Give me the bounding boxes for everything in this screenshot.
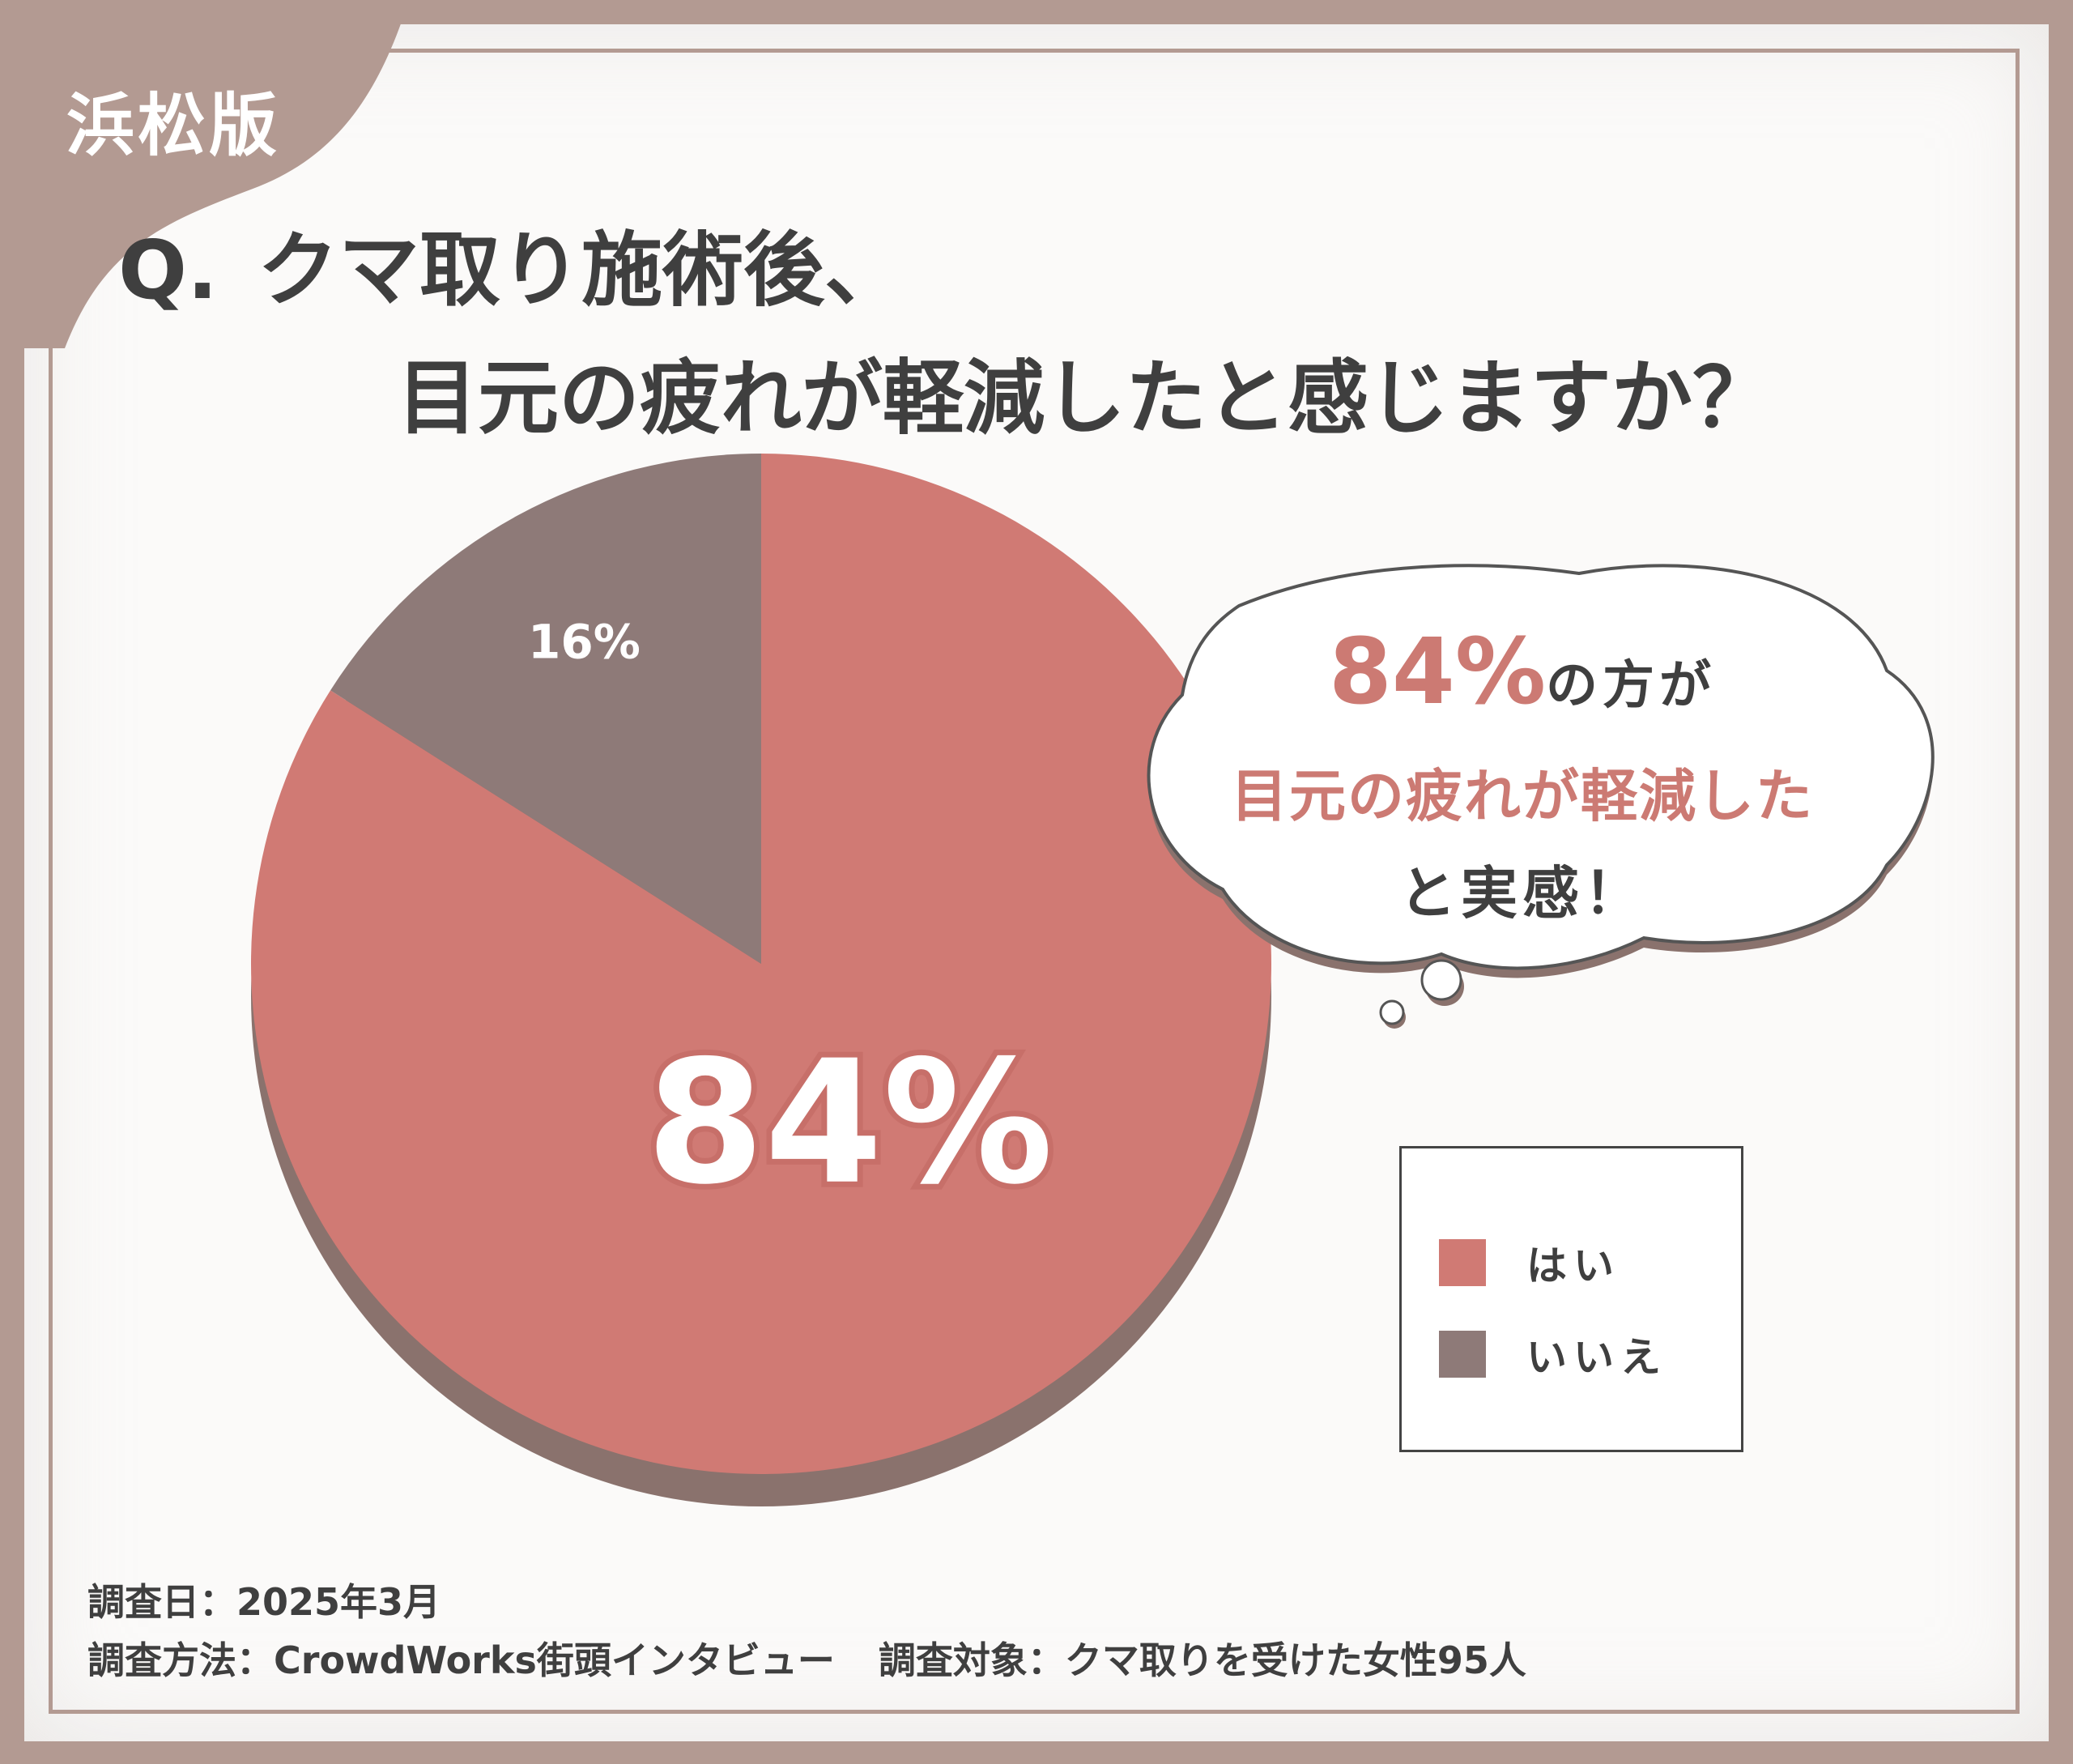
survey-target: 調査対象：クマ取りを受けた女性95人 [878,1638,1526,1682]
survey-info-row: 調査方法：CrowdWorks街頭インタビュー 調査対象：クマ取りを受けた女性95… [87,1631,1526,1689]
legend-item-yes: はい [1439,1234,1620,1292]
survey-date: 調査日：2025年3月 [87,1580,441,1624]
legend-label-yes: はい [1526,1242,1620,1289]
speech-bubble [1147,564,1935,1029]
question-text-1: クマ取り施術後、 [258,223,905,317]
pie-slice-yes [250,454,1272,1474]
question-line-2: 目元の疲れが軽減したと感じますか？ [397,351,1773,445]
callout-line-2: 目元の疲れが軽減した [1231,763,1814,829]
survey-footer: 調査日：2025年3月 調査方法：CrowdWorks街頭インタビュー 調査対象：… [87,1573,1526,1689]
pie-label-yes: 84% [646,1024,1054,1222]
question-prefix: Q. [118,223,218,317]
callout-text: 84%の方が 目元の疲れが軽減した と実感！ [1166,624,1879,942]
callout-percent: 84% [1328,620,1547,725]
callout-line-1: 84%の方が [1166,624,1879,748]
legend-swatch-yes [1439,1239,1486,1286]
survey-method: 調査方法：CrowdWorks街頭インタビュー [87,1638,835,1682]
question-line-1: Q. クマ取り施術後、 [118,207,1990,334]
region-label: 浜松版 [66,86,281,165]
chart-legend: はい いいえ [1399,1146,1743,1452]
callout-line-3: と実感！ [1399,860,1645,927]
question-title: Q. クマ取り施術後、 目元の疲れが軽減したと感じますか？ [118,207,1990,462]
pie-slice-no [330,454,761,964]
legend-swatch-no [1439,1331,1486,1378]
legend-label-no: いいえ [1526,1334,1667,1381]
pie-label-no: 16% [528,615,641,670]
corner-tab [0,0,409,348]
legend-item-no: いいえ [1439,1325,1667,1383]
pie-chart: 84% 16% [250,454,1272,1506]
callout-line-1-rest: の方が [1546,656,1717,716]
